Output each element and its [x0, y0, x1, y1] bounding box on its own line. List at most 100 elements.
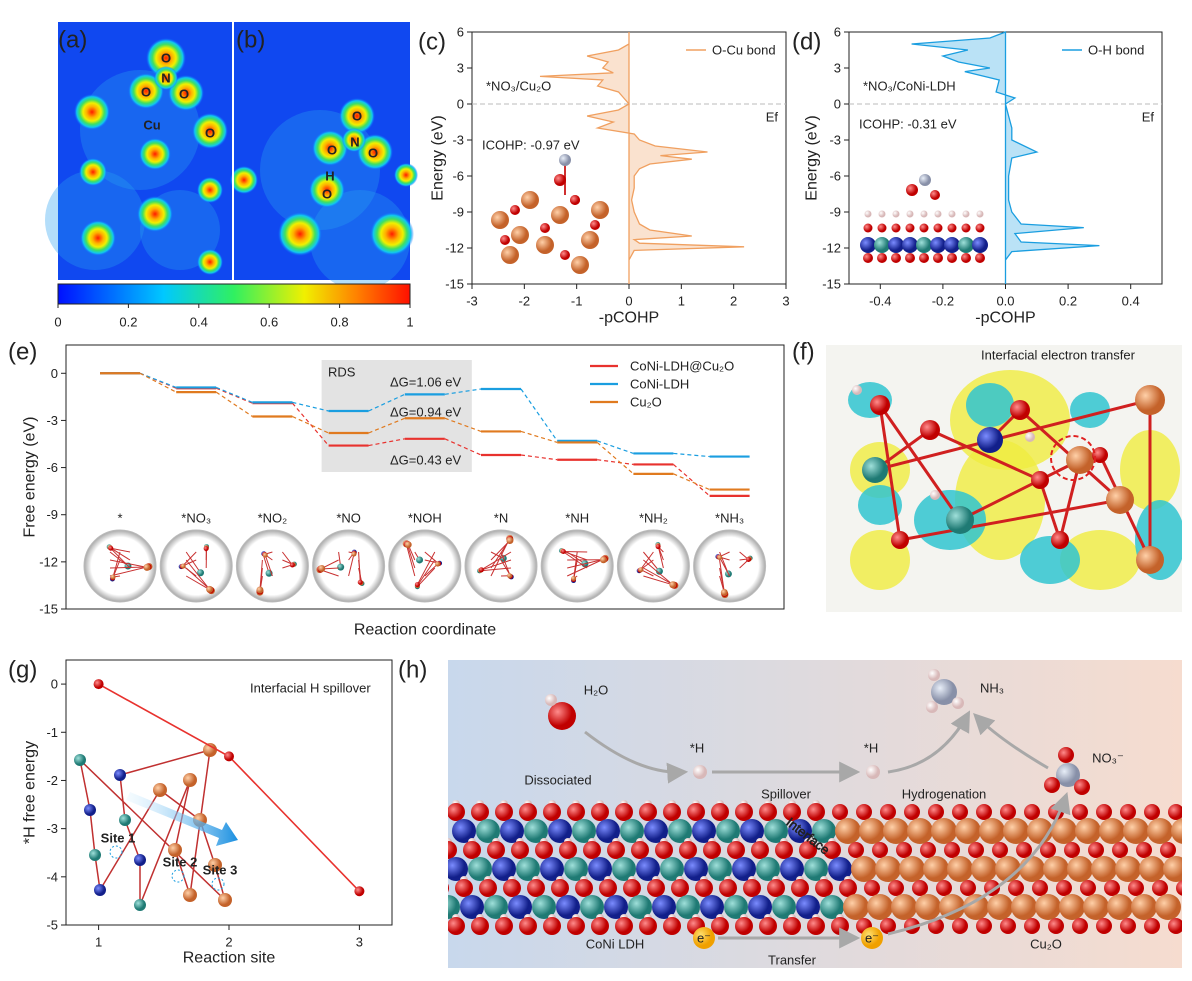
x-tick-label: 2	[225, 935, 232, 950]
step-connector	[368, 438, 405, 447]
atom	[448, 917, 465, 935]
atom	[961, 253, 971, 263]
bond	[112, 551, 121, 579]
bond	[119, 749, 211, 776]
atom	[930, 490, 940, 500]
atom	[532, 895, 556, 919]
atom	[1024, 918, 1040, 934]
atom	[591, 917, 609, 935]
atom	[1008, 880, 1024, 896]
atom	[1067, 856, 1093, 882]
atom	[500, 819, 524, 843]
atom	[1044, 777, 1060, 793]
y-tick-label: -4	[46, 869, 58, 884]
bond	[480, 559, 512, 571]
atom	[607, 841, 625, 859]
atom	[960, 880, 976, 896]
x-tick-label: -0.4	[869, 294, 891, 309]
bond	[719, 557, 731, 577]
legend-label: Cu₂O	[630, 395, 662, 410]
step-connector	[673, 473, 710, 491]
atom	[1115, 856, 1141, 882]
density-blob	[197, 249, 223, 275]
bond	[109, 547, 131, 561]
bond	[500, 551, 511, 577]
atom	[1107, 894, 1133, 920]
colorbar-tick-label: 0.8	[331, 315, 349, 330]
bond	[79, 759, 226, 901]
atom	[218, 893, 232, 907]
atom	[545, 694, 557, 706]
atom	[551, 879, 569, 897]
atom-label: O	[179, 87, 189, 102]
atom	[888, 880, 904, 896]
atom-label: O	[327, 143, 337, 158]
atom	[590, 220, 600, 230]
atom	[1106, 486, 1134, 514]
atom	[930, 237, 946, 253]
atom	[1010, 400, 1030, 420]
atom	[756, 857, 780, 881]
x-tick-label: 0.2	[1059, 294, 1077, 309]
atom	[843, 894, 869, 920]
y-tick-label: -3	[46, 413, 58, 428]
atom	[660, 857, 684, 881]
atom	[724, 895, 748, 919]
cyan-isosurface	[966, 383, 1014, 427]
atom	[831, 917, 849, 935]
atom	[644, 819, 668, 843]
atom	[719, 879, 737, 897]
y-tick-label: 0	[457, 97, 464, 112]
atom	[955, 818, 981, 844]
atom	[1080, 880, 1096, 896]
atom	[727, 841, 745, 859]
atom	[256, 586, 264, 594]
atom	[919, 174, 931, 186]
atom	[559, 154, 571, 166]
panel-annotation: Interfacial H spillover	[250, 681, 371, 696]
atom	[1025, 432, 1035, 442]
y-axis-label: Energy (eV)	[430, 115, 447, 200]
atom	[692, 819, 716, 843]
atom	[510, 205, 520, 215]
atom	[740, 819, 764, 843]
schematic-label: Dissociated	[524, 773, 591, 788]
atom	[933, 253, 943, 263]
step-connector	[291, 402, 330, 446]
atom	[540, 223, 550, 233]
atom	[788, 819, 812, 843]
atom	[580, 895, 604, 919]
atom	[708, 857, 732, 881]
step-connector	[597, 459, 634, 466]
atom	[931, 818, 957, 844]
atom	[197, 569, 205, 577]
atom	[94, 884, 106, 896]
atom	[892, 210, 900, 218]
atom	[180, 563, 186, 569]
atom	[693, 765, 707, 779]
atom	[1011, 894, 1037, 920]
atom	[839, 879, 857, 897]
atom	[476, 819, 500, 843]
yellow-isosurface	[1060, 530, 1140, 590]
colorbar-tick-label: 0.4	[190, 315, 208, 330]
thumbnail-circle	[312, 529, 386, 603]
atom	[807, 803, 825, 821]
atom	[435, 561, 441, 567]
step-connector	[520, 388, 558, 442]
x-tick-label: 1	[678, 294, 685, 309]
step-connector	[215, 387, 253, 404]
atom	[851, 856, 877, 882]
density-blob	[357, 134, 393, 170]
atom	[508, 895, 532, 919]
electron	[693, 927, 715, 949]
atom	[511, 226, 529, 244]
atom	[995, 856, 1021, 882]
bond	[416, 559, 436, 586]
thumbnail-circle	[235, 529, 309, 603]
atom-label: N	[350, 135, 359, 150]
atom	[570, 195, 580, 205]
bond	[109, 566, 150, 577]
x-tick-label: -1	[571, 294, 583, 309]
density-blob	[394, 163, 418, 187]
